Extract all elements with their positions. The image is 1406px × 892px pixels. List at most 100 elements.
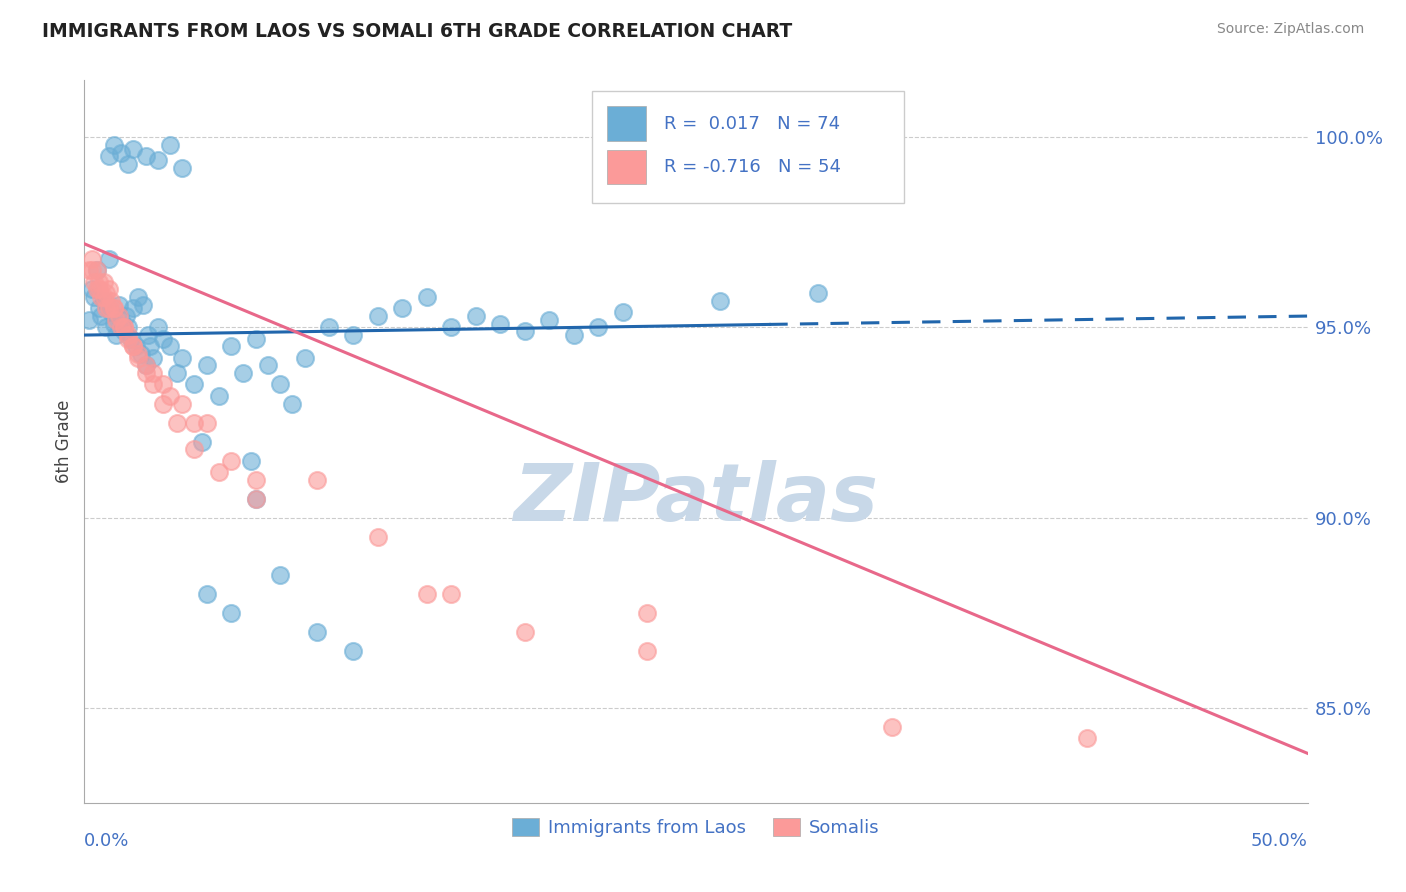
Point [127,351,149,365]
Point [117,320,139,334]
Point [305,624,328,639]
Point [183,416,205,430]
Point [100,293,122,308]
Point [159,389,181,403]
Point [90,309,112,323]
Point [135,149,157,163]
Point [318,320,340,334]
Point [195,359,218,373]
Legend: Immigrants from Laos, Somalis: Immigrants from Laos, Somalis [505,811,887,845]
Point [342,643,364,657]
Point [513,624,536,639]
Point [709,293,731,308]
Point [100,305,122,319]
Point [172,351,194,365]
Point [245,491,267,506]
Point [269,567,291,582]
Point [807,286,830,301]
Point [880,720,903,734]
Text: ZIPatlas: ZIPatlas [513,460,879,539]
Point [103,317,125,331]
Point [80,252,103,266]
Point [538,313,561,327]
Point [117,157,139,171]
Point [245,491,267,506]
Point [489,317,512,331]
Point [96,286,118,301]
Point [208,465,231,479]
Point [77,263,100,277]
Point [107,298,129,312]
Point [110,320,132,334]
Point [112,320,135,334]
Point [139,339,162,353]
Point [97,149,120,163]
Point [122,339,145,353]
Point [132,298,155,312]
Point [87,275,110,289]
Text: 0.0%: 0.0% [84,831,129,850]
Point [93,290,115,304]
Point [612,305,634,319]
Point [86,263,108,277]
Point [87,282,110,296]
Point [83,290,105,304]
Point [142,366,165,380]
Point [195,587,218,601]
Y-axis label: 6th Grade: 6th Grade [55,400,73,483]
Point [183,377,205,392]
Point [142,377,165,392]
Point [136,328,159,343]
Point [96,301,118,316]
Point [586,320,609,334]
Point [219,453,242,467]
Point [562,328,585,343]
Point [219,606,242,620]
Point [135,359,157,373]
Point [152,332,174,346]
Point [90,290,112,304]
Point [135,366,157,380]
Point [105,313,128,327]
Point [117,332,139,346]
Point [146,153,169,168]
Point [464,309,486,323]
Point [122,339,145,353]
Point [219,339,242,353]
Point [80,263,103,277]
Point [135,359,157,373]
Point [122,142,145,156]
Point [152,396,174,410]
Point [122,301,145,316]
Point [110,145,132,160]
Point [103,137,125,152]
Point [281,396,304,410]
Point [105,328,128,343]
Point [146,320,169,334]
Point [103,301,125,316]
Point [97,301,120,316]
Point [103,301,125,316]
Point [367,309,389,323]
Point [115,309,138,323]
Text: 50.0%: 50.0% [1251,831,1308,850]
Point [117,328,139,343]
Point [245,473,267,487]
Point [120,332,142,346]
Point [440,320,463,334]
Point [93,293,115,308]
Point [97,252,120,266]
Point [125,339,148,353]
Point [1076,731,1098,746]
Point [636,643,658,657]
Point [257,359,280,373]
Point [107,309,129,323]
Text: R = -0.716   N = 54: R = -0.716 N = 54 [664,158,841,176]
Point [80,282,103,296]
Point [166,366,188,380]
Point [391,301,413,316]
Point [96,320,118,334]
Point [208,389,231,403]
FancyBboxPatch shape [592,91,904,203]
Point [77,313,100,327]
